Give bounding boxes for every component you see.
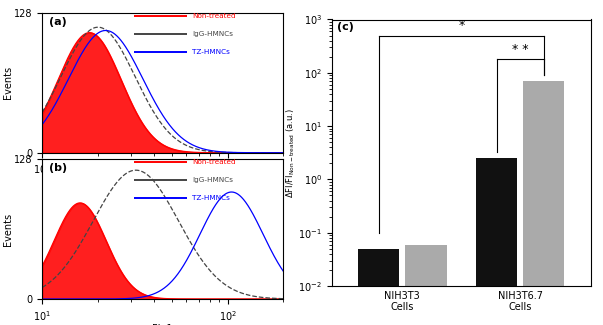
X-axis label: FL-1: FL-1 (153, 324, 173, 325)
Text: (c): (c) (337, 22, 354, 32)
Text: IgG-HMNCs: IgG-HMNCs (192, 177, 233, 183)
Text: TZ-HMNCs: TZ-HMNCs (192, 195, 230, 202)
Y-axis label: Events: Events (2, 213, 13, 246)
Text: IgG-HMNCs: IgG-HMNCs (192, 31, 233, 37)
Text: (a): (a) (49, 17, 67, 27)
Text: *: * (458, 19, 464, 32)
X-axis label: FL-1: FL-1 (153, 178, 173, 188)
Text: TZ-HMNCs: TZ-HMNCs (192, 49, 230, 55)
Y-axis label: Events: Events (2, 66, 13, 99)
Text: * *: * * (512, 43, 528, 56)
Bar (405, 244, 447, 325)
Bar (523, 81, 564, 325)
Text: (b): (b) (49, 163, 68, 174)
Text: Non-treated: Non-treated (192, 13, 235, 19)
Text: Non-treated: Non-treated (192, 159, 235, 165)
Bar (476, 158, 517, 325)
Y-axis label: $\Delta$FI/FI$_{\mathrm{Non-treated}}$ (a.u.): $\Delta$FI/FI$_{\mathrm{Non-treated}}$ (… (284, 108, 297, 198)
Bar (358, 249, 399, 325)
